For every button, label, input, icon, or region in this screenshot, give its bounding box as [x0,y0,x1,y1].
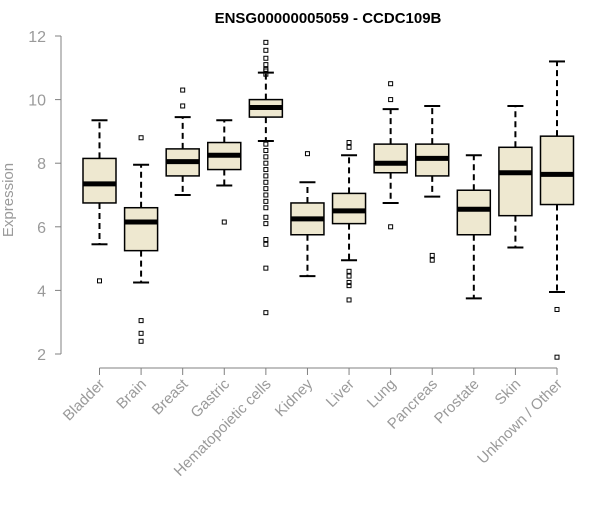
outlier-point [388,81,394,87]
outlier-point [346,297,352,303]
outlier-point [263,186,269,192]
outlier-point [221,219,227,225]
outlier-point [180,87,186,93]
x-tick-label: Breast [149,375,192,418]
axes: 2 4 6 8 10 12 [28,29,557,369]
outlier-point [388,224,394,230]
outlier-point [263,167,269,173]
outlier-point [263,179,269,185]
iqr-box [456,189,492,236]
box-kidney [290,151,325,278]
outlier-point [263,173,269,179]
iqr-box [373,143,408,174]
x-tick-label: Liver [323,376,358,411]
iqr-box [123,206,159,252]
box-gastric [207,119,242,225]
outlier-point [138,318,144,324]
outlier-point [429,252,435,258]
outlier-point [263,160,269,166]
x-tick-label: Bladder [60,376,109,425]
outlier-point [263,310,269,316]
box-pancreas [414,104,450,263]
outlier-point [263,141,269,147]
y-tick-label: 10 [28,93,46,110]
y-tick-label: 12 [28,29,46,46]
outlier-point [346,140,352,146]
outlier-point [346,268,352,274]
boxes [82,39,575,360]
x-tick-label: Kidney [272,375,317,420]
iqr-box [498,146,533,217]
outlier-point [180,103,186,109]
box-bladder [82,119,117,284]
outlier-point [97,278,102,284]
box-skin [498,104,533,249]
y-tick-label: 4 [37,283,46,300]
y-tick-label: 6 [37,220,46,237]
box-breast [165,87,200,196]
outlier-point [263,154,269,160]
iqr-box [539,135,575,206]
outlier-point [263,198,269,204]
outlier-point [263,241,269,247]
outlier-point [263,205,269,211]
x-tick-label: Brain [113,376,150,413]
chart-title: ENSG00000005059 - CCDC109B [215,10,442,27]
outlier-point [304,151,310,157]
y-axis-label: Expression [0,163,17,237]
outlier-point [263,221,269,227]
box-prostate [456,154,492,300]
box-liver [331,140,367,303]
outlier-point [346,144,352,150]
outlier-point [263,55,269,61]
x-tick-label: Skin [492,376,525,409]
box-hematopoietic-cells [248,39,284,316]
outlier-point [263,47,269,53]
iqr-box [82,157,117,204]
outlier-point [263,39,269,45]
outlier-point [429,257,435,263]
outlier-point [263,62,269,68]
x-tick-label: Lung [364,376,400,412]
outlier-point [554,354,560,360]
outlier-point [388,97,394,103]
outlier-point [263,147,269,153]
outlier-point [138,135,144,141]
outlier-point [263,192,269,198]
outlier-point [346,283,352,289]
outlier-point [138,338,144,344]
outlier-point [346,273,352,279]
outlier-point [554,306,560,312]
box-lung [373,81,408,230]
box-brain [123,135,159,344]
outlier-point [138,330,144,336]
outlier-point [263,68,269,74]
outlier-point [263,237,269,243]
outlier-point [263,265,269,271]
outlier-point [263,214,269,220]
outlier-point [346,279,352,285]
x-tick-label: Prostate [431,376,483,428]
y-tick-label: 8 [37,156,46,173]
box-unknown-other [539,60,575,360]
outlier-point [263,71,269,77]
y-tick-label: 2 [37,347,46,364]
